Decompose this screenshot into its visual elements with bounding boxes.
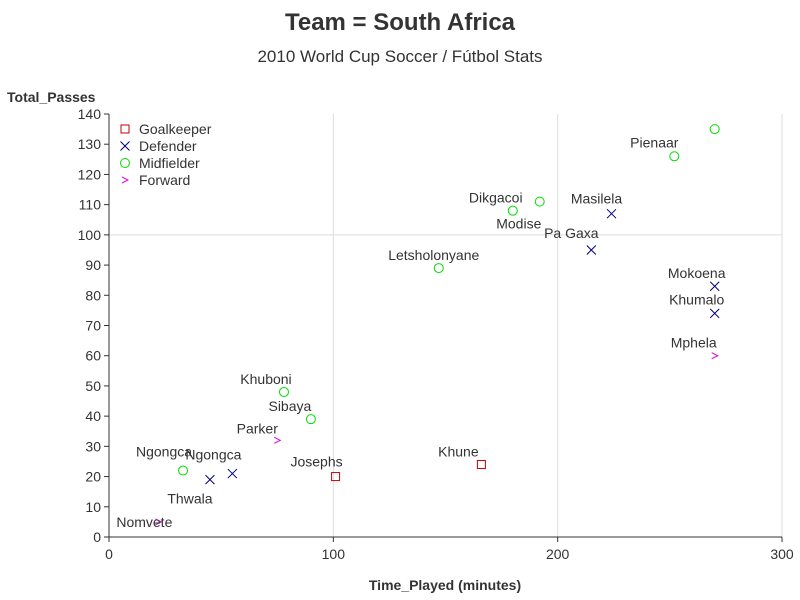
point-defender [205,474,215,485]
point-defender [586,245,597,255]
point-goalkeeper [476,459,486,469]
point-defender [227,468,238,479]
point-label: Mphela [671,335,717,351]
point-label: Khuboni [240,371,291,387]
y-tick-label: 110 [79,197,102,213]
point-label: Pienaar [630,134,679,150]
legend-marker-midfielder [120,158,130,168]
point-defender [606,208,617,219]
y-tick-label: 90 [85,257,101,273]
point-label: Thwala [167,491,212,507]
point-defender [709,281,720,292]
x-tick-label: 200 [546,546,570,562]
x-tick-label: 0 [105,546,113,562]
point-label: Ngongca [136,444,192,460]
point-label: Pa Gaxa [544,225,599,241]
point-midfielder [709,124,720,135]
y-axis-title: Total_Passes [7,89,96,105]
point-label: Sibaya [268,398,311,414]
point-forward [274,436,282,444]
point-label: Mokoena [668,265,726,281]
y-tick-label: 50 [85,378,101,394]
legend-label: Goalkeeper [139,121,212,137]
point-goalkeeper [331,472,341,482]
point-labels: Josephs Khune Thwala Ngongca Pa Gaxa Masilela… [116,134,725,530]
x-tick-label: 100 [322,546,346,562]
axes: 0 10 20 30 40 50 60 70 80 90 100 110 120 130 140 0 100 20… [78,106,794,562]
point-midfielder [507,205,518,216]
point-midfielder [305,414,316,425]
point-defender [709,308,720,319]
point-label: Khune [438,443,479,459]
y-tick-label: 10 [85,499,101,515]
chart-title: Team = South Africa [284,9,516,36]
y-tick-label: 140 [78,106,102,122]
legend-marker-goalkeeper [120,124,130,134]
y-tick-label: 80 [85,287,101,303]
y-tick-label: 0 [93,529,101,545]
point-forward [155,518,163,526]
y-tick-label: 40 [85,408,101,424]
legend-marker-forward [121,176,130,184]
y-tick-label: 30 [85,438,101,454]
legend-label: Midfielder [139,155,200,171]
chart-subtitle: 2010 World Cup Soccer / Fútbol Stats [257,47,543,66]
x-tick-label: 300 [770,546,794,562]
point-label: Josephs [290,454,342,470]
y-tick-label: 70 [85,318,101,334]
x-axis-title: Time_Played (minutes) [369,577,521,593]
point-midfielder [534,196,545,207]
grid-lines [109,114,783,537]
y-tick-label: 120 [78,166,102,182]
point-midfielder [669,151,680,162]
legend-label: Forward [139,172,190,188]
y-tick-label: 130 [78,136,102,152]
point-label: Nomvete [116,514,172,530]
point-midfielder [433,263,444,274]
y-tick-label: 20 [85,469,101,485]
point-midfielder [278,386,289,397]
y-tick-label: 60 [85,348,101,364]
point-label: Parker [237,420,279,436]
point-midfielder [178,465,189,476]
point-label: Letsholonyane [388,247,479,263]
point-label: Dikgacoi [469,190,523,206]
data-points [155,124,720,526]
legend-label: Defender [139,138,197,154]
point-label: Khumalo [669,291,724,307]
point-forward [711,352,719,360]
point-label: Modise [496,216,541,232]
point-label: Ngongca [185,447,241,463]
y-tick-label: 100 [78,227,102,243]
point-label: Masilela [571,191,623,207]
legend-marker-defender [120,141,130,151]
